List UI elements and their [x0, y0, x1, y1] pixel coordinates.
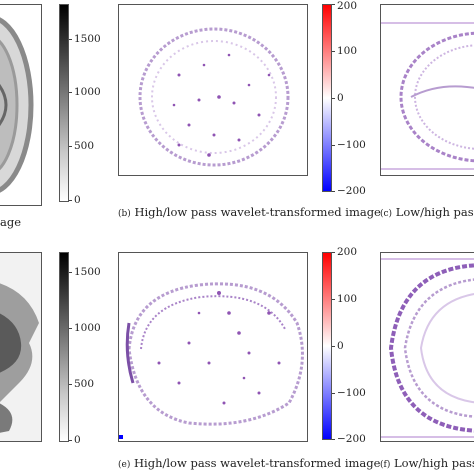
tick-mark [69, 384, 72, 385]
colorbar-grayscale-bottom [59, 252, 69, 442]
tick-mark [332, 4, 335, 5]
tick-mark [332, 393, 335, 394]
caption-e-label: (e) [118, 460, 131, 470]
colorbar-tick-label: 1000 [74, 322, 101, 334]
colorbar-diverging-top [322, 4, 332, 192]
tick-mark [332, 439, 335, 440]
caption-b: (b) High/low pass wavelet-transformed im… [118, 205, 381, 221]
colorbar-tick-label: 100 [337, 45, 358, 57]
caption-a: age [0, 215, 21, 229]
panel-d-original-image [0, 252, 42, 442]
colorbar-tick-label: 0 [337, 92, 344, 104]
colorbar-tick-label: 1500 [74, 33, 101, 45]
colorbar-diverging-bottom [322, 252, 332, 440]
tick-mark [69, 440, 72, 441]
tick-mark [332, 346, 335, 347]
tick-mark [69, 92, 72, 93]
colorbar-tick-label: 1000 [74, 86, 101, 98]
colorbar-tick-label: 500 [74, 378, 95, 390]
caption-f-text: Low/high pass [394, 456, 474, 470]
tick-mark [69, 272, 72, 273]
tick-mark [332, 98, 335, 99]
colorbar-tick-label: −100 [337, 139, 366, 151]
tick-mark [332, 51, 335, 52]
colorbar-tick-label: 0 [74, 194, 81, 206]
colorbar-tick-label: 0 [337, 340, 344, 352]
wavelet-map-high-low-bottom [119, 282, 304, 439]
caption-b-label: (b) [118, 209, 131, 219]
colorbar-tick-label: 100 [337, 293, 358, 305]
wavelet-map-low-high-top [381, 22, 474, 170]
panel-f-low-high-pass [380, 252, 474, 442]
colorbar-tick-label: −200 [337, 433, 366, 445]
mri-slice-grayscale [0, 17, 34, 193]
wavelet-map-high-low-top [138, 27, 290, 167]
caption-f: (f) Low/high pass [380, 456, 474, 472]
tick-mark [332, 145, 335, 146]
mri-slice-grayscale-bottom [0, 253, 41, 441]
caption-c-label: (c) [380, 209, 393, 219]
colorbar-tick-label: 0 [74, 434, 81, 446]
tick-mark [69, 39, 72, 40]
caption-a-text: age [0, 215, 22, 229]
caption-c-text: Low/high pass [395, 205, 474, 219]
caption-f-label: (f) [380, 460, 391, 470]
caption-e-text: High/low pass wavelet-transformed image [134, 456, 381, 470]
colorbar-tick-label: −100 [337, 387, 366, 399]
wavelet-map-low-high-bottom [381, 258, 474, 438]
panel-b-high-low-pass [118, 4, 308, 176]
colorbar-tick-label: −200 [337, 185, 366, 197]
colorbar-tick-label: 1500 [74, 266, 101, 278]
tick-mark [69, 146, 72, 147]
tick-mark [69, 328, 72, 329]
caption-c: (c) Low/high pass [380, 205, 474, 221]
tick-mark [332, 252, 335, 253]
caption-b-text: High/low pass wavelet-transformed image [134, 205, 381, 219]
panel-a-original-image [0, 4, 42, 206]
colorbar-tick-label: 200 [337, 246, 358, 258]
tick-mark [332, 191, 335, 192]
colorbar-tick-label: 200 [337, 0, 358, 12]
panel-e-high-low-pass [118, 252, 308, 442]
caption-e: (e) High/low pass wavelet-transformed im… [118, 456, 380, 472]
panel-c-low-high-pass [380, 4, 474, 176]
tick-mark [69, 200, 72, 201]
colorbar-tick-label: 500 [74, 140, 95, 152]
tick-mark [332, 299, 335, 300]
colorbar-grayscale-top [59, 4, 69, 202]
